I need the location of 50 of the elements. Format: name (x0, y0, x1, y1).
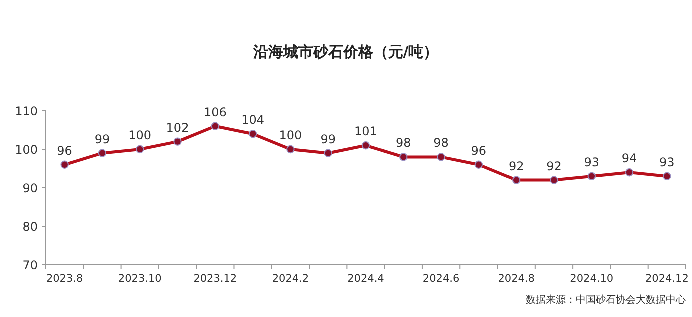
point (211, 122, 220, 130)
data-label: 104 (242, 113, 265, 128)
data-label: 106 (204, 105, 227, 120)
data-label: 98 (434, 136, 449, 150)
data-label: 100 (128, 128, 152, 142)
point (474, 160, 484, 169)
x-tick-label: 2024.2 (272, 273, 310, 285)
x-tick-label: 2024.4 (348, 273, 385, 285)
data-label: 93 (660, 155, 675, 170)
point (550, 176, 558, 184)
data-label: 98 (396, 136, 412, 150)
point (248, 130, 258, 138)
x-tick-label: 2024.12 (645, 273, 689, 285)
y-tick-label: 80 (22, 220, 38, 234)
point (663, 172, 672, 181)
y-tick-label: 90 (22, 182, 38, 196)
chart-title: 沿海城市砂石价格（元/吨） (252, 43, 439, 61)
point (437, 153, 446, 162)
data-label: 92 (546, 159, 562, 174)
data-label: 94 (622, 152, 638, 166)
point (174, 138, 182, 146)
x-tick-label: 2024.10 (570, 273, 614, 285)
source-note: 数据来源：中国砂石协会大数据中心 (526, 294, 686, 306)
point (625, 168, 634, 177)
point (588, 172, 596, 181)
point (400, 153, 408, 162)
y-tick-label: 100 (15, 143, 38, 157)
data-label: 99 (94, 132, 110, 146)
x-tick-label: 2024.8 (498, 273, 535, 285)
point (362, 142, 370, 150)
data-label: 102 (166, 120, 190, 135)
x-tick-label: 2023.12 (194, 273, 238, 285)
data-label: 92 (508, 159, 524, 174)
point (286, 145, 295, 154)
data-label: 96 (57, 144, 72, 158)
data-label: 96 (471, 144, 487, 158)
x-tick-label: 2023.10 (118, 273, 162, 285)
x-tick-label: 2024.6 (422, 273, 460, 285)
point (136, 145, 144, 154)
point (60, 160, 69, 169)
point (324, 149, 332, 158)
y-tick-label: 110 (15, 104, 38, 118)
point (512, 176, 521, 184)
point (98, 149, 107, 158)
x-tick-label: 2023.8 (46, 273, 84, 285)
data-label: 100 (279, 128, 302, 142)
data-label: 99 (320, 132, 336, 146)
data-label: 101 (354, 124, 378, 139)
data-label: 93 (584, 155, 600, 170)
y-tick-label: 70 (22, 258, 38, 272)
